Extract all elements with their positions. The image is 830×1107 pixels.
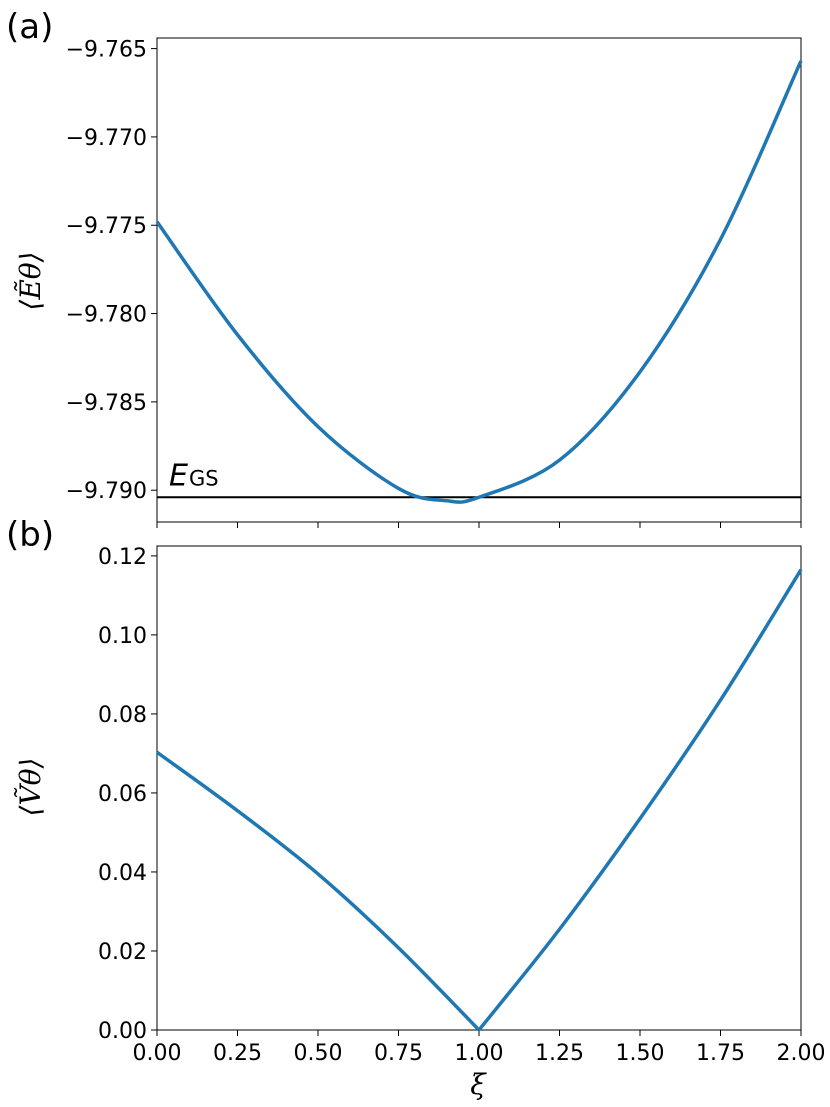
y-tick-label: 0.12 xyxy=(98,545,147,570)
plot-frame xyxy=(156,37,802,523)
x-tick-label: 0.00 xyxy=(133,1041,182,1066)
panel-a-label: (a) xyxy=(6,7,53,47)
x-tick-label: 1.50 xyxy=(616,1041,665,1066)
panel-b-ylabel: ⟨Ṽθ⟩ xyxy=(14,758,47,817)
panel-b-label: (b) xyxy=(6,515,54,555)
y-tick-label: −9.785 xyxy=(66,391,147,416)
y-tick-label: 0.00 xyxy=(98,1019,147,1044)
x-tick-label: 0.25 xyxy=(213,1041,262,1066)
ground-state-energy-label: EGS xyxy=(169,458,219,493)
y-tick-label: −9.770 xyxy=(66,126,147,151)
y-tick-label: −9.790 xyxy=(66,479,147,504)
x-tick-label: 0.75 xyxy=(374,1041,423,1066)
x-tick-label: 1.25 xyxy=(535,1041,584,1066)
x-tick-label: 2.00 xyxy=(777,1041,826,1066)
panel-b-xlabel: ξ xyxy=(470,1068,487,1101)
y-tick-label: 0.04 xyxy=(98,861,147,886)
y-tick-label: 0.02 xyxy=(98,940,147,965)
panel-b: (b) ⟨Ṽθ⟩ ξ 0.000.020.040.060.080.100.120… xyxy=(6,515,825,1101)
y-tick-label: −9.780 xyxy=(66,303,147,328)
series-line xyxy=(155,60,803,504)
y-tick-label: 0.08 xyxy=(98,703,147,728)
y-tick-label: −9.765 xyxy=(66,38,147,63)
x-tick-label: 1.00 xyxy=(455,1041,504,1066)
series-line xyxy=(155,568,803,1032)
panel-b-plot-area: 0.00 0.02 0.04 0.06 0.08 0.10 0.12 0.00 0.25 0.50… xyxy=(98,545,825,1066)
panel-a: (a) ⟨Ẽθ⟩ −9.765−9.770−9.775−9.780−9.785−… xyxy=(6,7,803,528)
x-tick-label: 0.50 xyxy=(294,1041,343,1066)
y-tick-label: 0.06 xyxy=(98,782,147,807)
plot-frame xyxy=(156,545,802,1031)
y-tick-label: 0.10 xyxy=(98,624,147,649)
panel-a-plot-area: −9.765 −9.770 −9.775 −9.780 −9.785 −9.790 EGS xyxy=(66,37,803,528)
panel-a-ylabel: ⟨Ẽθ⟩ xyxy=(14,251,47,310)
x-tick-label: 1.75 xyxy=(696,1041,745,1066)
y-tick-label: −9.775 xyxy=(66,214,147,239)
